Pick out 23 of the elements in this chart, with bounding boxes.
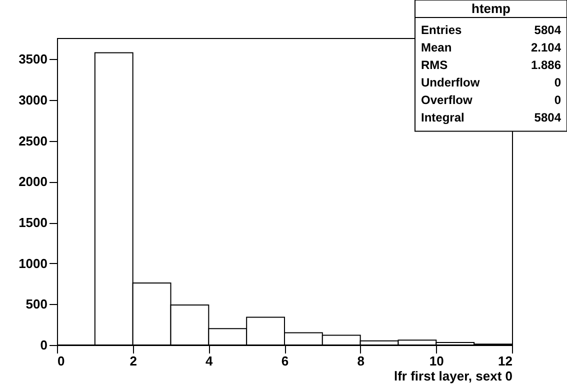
y-tick-label: 500 bbox=[26, 296, 48, 312]
text: RMS 1.886 bbox=[421, 58, 561, 72]
y-tick-label: 1000 bbox=[18, 256, 48, 271]
x-tick-label: 0 bbox=[58, 354, 65, 368]
x-tick-label: 12 bbox=[498, 354, 512, 368]
x-tick-label: 2 bbox=[130, 354, 137, 368]
x-tick-label: 4 bbox=[206, 354, 214, 368]
x-tick-label: 6 bbox=[281, 354, 289, 368]
y-tick-label: 0 bbox=[40, 338, 48, 352]
text: Integral 5804 bbox=[421, 110, 561, 124]
text: Mean 2.104 bbox=[421, 40, 561, 54]
text: Entries 5804 bbox=[421, 22, 561, 37]
x-tick-label: 8 bbox=[357, 354, 364, 368]
x-axis-title: lfr first layer, sext 0 bbox=[394, 368, 512, 384]
x-tick-label: 10 bbox=[429, 354, 444, 368]
y-tick-label: 2500 bbox=[18, 133, 48, 148]
y-tick-label: 2000 bbox=[18, 174, 48, 190]
y-tick-label: 3000 bbox=[18, 92, 48, 108]
y-tick-label: 1500 bbox=[18, 215, 48, 230]
text: Underflow 0 bbox=[421, 75, 561, 90]
text: htemp bbox=[472, 0, 511, 16]
text: Overflow 0 bbox=[421, 92, 561, 107]
y-tick-label: 3500 bbox=[18, 52, 48, 67]
